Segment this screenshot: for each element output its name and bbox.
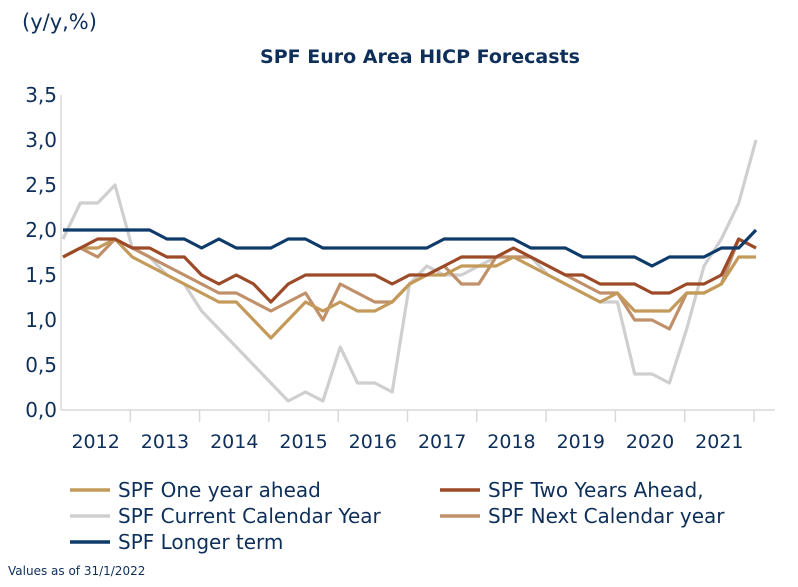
y-tick-label: 0,0 [25, 398, 57, 422]
plot-area [61, 139, 758, 403]
unit-label: (y/y,%) [22, 10, 97, 34]
legend-label: SPF Next Calendar year [488, 504, 725, 528]
x-tick-label: 2014 [210, 431, 258, 453]
x-tick-label: 2017 [418, 431, 466, 453]
legend-item: SPF One year ahead [70, 478, 321, 502]
legend-label: SPF Current Calendar Year [118, 504, 382, 528]
y-tick-label: 1,5 [25, 263, 57, 287]
legend-label: SPF One year ahead [118, 478, 321, 502]
y-tick-label: 1,0 [25, 308, 57, 332]
chart-title: SPF Euro Area HICP Forecasts [260, 46, 580, 68]
series-line-spf-longer-term [63, 228, 758, 268]
x-tick-label: 2016 [349, 431, 397, 453]
x-tick-label: 2020 [626, 431, 674, 453]
legend-item: SPF Current Calendar Year [70, 504, 382, 528]
y-tick-label: 3,0 [25, 128, 57, 152]
legend-item: SPF Longer term [70, 530, 283, 554]
x-tick-label: 2021 [695, 431, 743, 453]
x-tick-label: 2019 [557, 431, 605, 453]
legend: SPF One year ahead SPF Two Years Ahead,SP… [70, 478, 725, 554]
legend-label: SPF Two Years Ahead, [488, 478, 704, 502]
y-tick-label: 0,5 [25, 353, 57, 377]
x-tick-label: 2015 [279, 431, 327, 453]
series-line-spf-current-calendar-year [61, 139, 758, 403]
legend-item: SPF Two Years Ahead, [440, 478, 704, 502]
series-line-spf-one-year-ahead [62, 237, 756, 340]
y-tick-label: 3,5 [25, 83, 57, 107]
x-tick-label: 2018 [487, 431, 535, 453]
y-tick-label: 2,0 [25, 218, 57, 242]
legend-label: SPF Longer term [118, 530, 283, 554]
legend-item: SPF Next Calendar year [440, 504, 725, 528]
y-tick-label: 2,5 [25, 173, 57, 197]
axes: 0,0 0,5 1,0 1,5 2,0 2,5 3,0 3,5 2012 2013 2014 2015… [25, 83, 775, 453]
footnote: Values as of 31/1/2022 [8, 564, 145, 578]
series-line-spf-two-years-ahead [62, 237, 757, 304]
x-tick-label: 2012 [71, 431, 119, 453]
x-tick-label: 2013 [141, 431, 189, 453]
